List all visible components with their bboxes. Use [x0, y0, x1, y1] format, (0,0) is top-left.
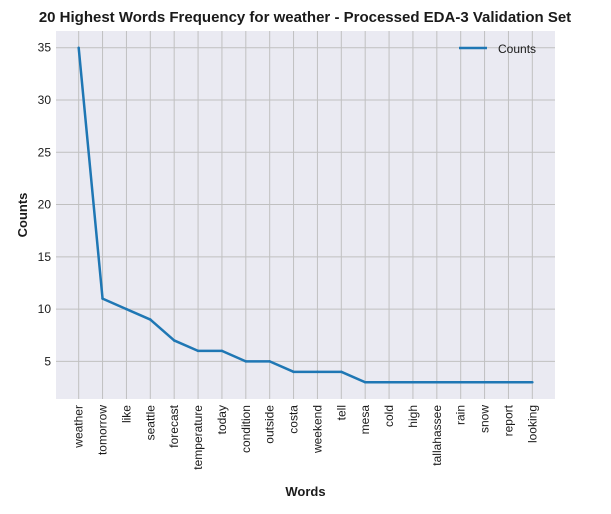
data-point	[77, 46, 80, 49]
y-tick-label: 35	[38, 41, 52, 55]
y-tick-label: 15	[38, 250, 52, 264]
x-tick-label: report	[501, 404, 515, 436]
data-point	[340, 370, 343, 374]
x-tick-label: rain	[454, 405, 468, 425]
y-tick-label: 25	[38, 145, 52, 159]
data-point	[149, 318, 152, 321]
data-point	[125, 307, 128, 311]
data-point	[459, 381, 462, 384]
x-tick-label: temperature	[191, 405, 205, 470]
x-axis-ticks: weather tomorrow like seattle forecast temper…	[72, 404, 540, 469]
y-tick-label: 20	[38, 198, 52, 212]
data-point	[531, 381, 534, 384]
x-tick-label: tell	[334, 405, 348, 420]
x-tick-label: snow	[478, 405, 492, 433]
data-point	[268, 360, 271, 363]
x-tick-label: weather	[72, 405, 86, 449]
data-point	[172, 339, 176, 342]
chart-title: 20 Highest Words Frequency for weather -…	[39, 9, 571, 26]
x-tick-label: tomorrow	[96, 405, 110, 455]
series-layer	[77, 46, 534, 384]
legend: Counts	[459, 42, 536, 56]
data-point	[483, 381, 486, 384]
data-point	[101, 297, 104, 300]
legend-label-counts: Counts	[498, 42, 536, 56]
data-point	[244, 360, 248, 363]
data-point	[363, 381, 367, 384]
x-tick-label: today	[215, 405, 229, 434]
y-tick-label: 5	[44, 354, 51, 368]
data-point	[387, 381, 391, 384]
data-point	[220, 349, 224, 353]
data-point	[196, 349, 200, 353]
y-tick-label: 30	[38, 93, 52, 107]
x-tick-label: costa	[287, 405, 301, 434]
series-line-counts	[77, 47, 533, 384]
data-point	[435, 381, 439, 384]
x-tick-label: looking	[525, 405, 539, 443]
y-axis-label: Counts	[15, 193, 30, 238]
y-axis-ticks: 5 10 15 20 25 30 35	[38, 41, 52, 369]
data-point	[507, 381, 510, 384]
plot-area	[56, 31, 555, 399]
x-tick-label: weekend	[310, 405, 324, 454]
x-tick-label: outside	[263, 405, 277, 444]
grid-lines	[56, 31, 555, 399]
x-tick-label: condition	[239, 405, 253, 453]
y-tick-label: 10	[38, 302, 52, 316]
data-point	[292, 370, 295, 374]
data-point	[411, 381, 415, 384]
x-tick-label: forecast	[167, 404, 181, 447]
x-tick-label: tallahassee	[430, 405, 444, 466]
x-tick-label: seattle	[143, 405, 157, 441]
data-point	[316, 370, 319, 374]
x-tick-label: cold	[382, 405, 396, 427]
x-axis-label: Words	[285, 484, 325, 499]
x-tick-label: like	[119, 405, 133, 423]
x-tick-label: high	[406, 405, 420, 428]
x-tick-label: mesa	[358, 405, 372, 435]
